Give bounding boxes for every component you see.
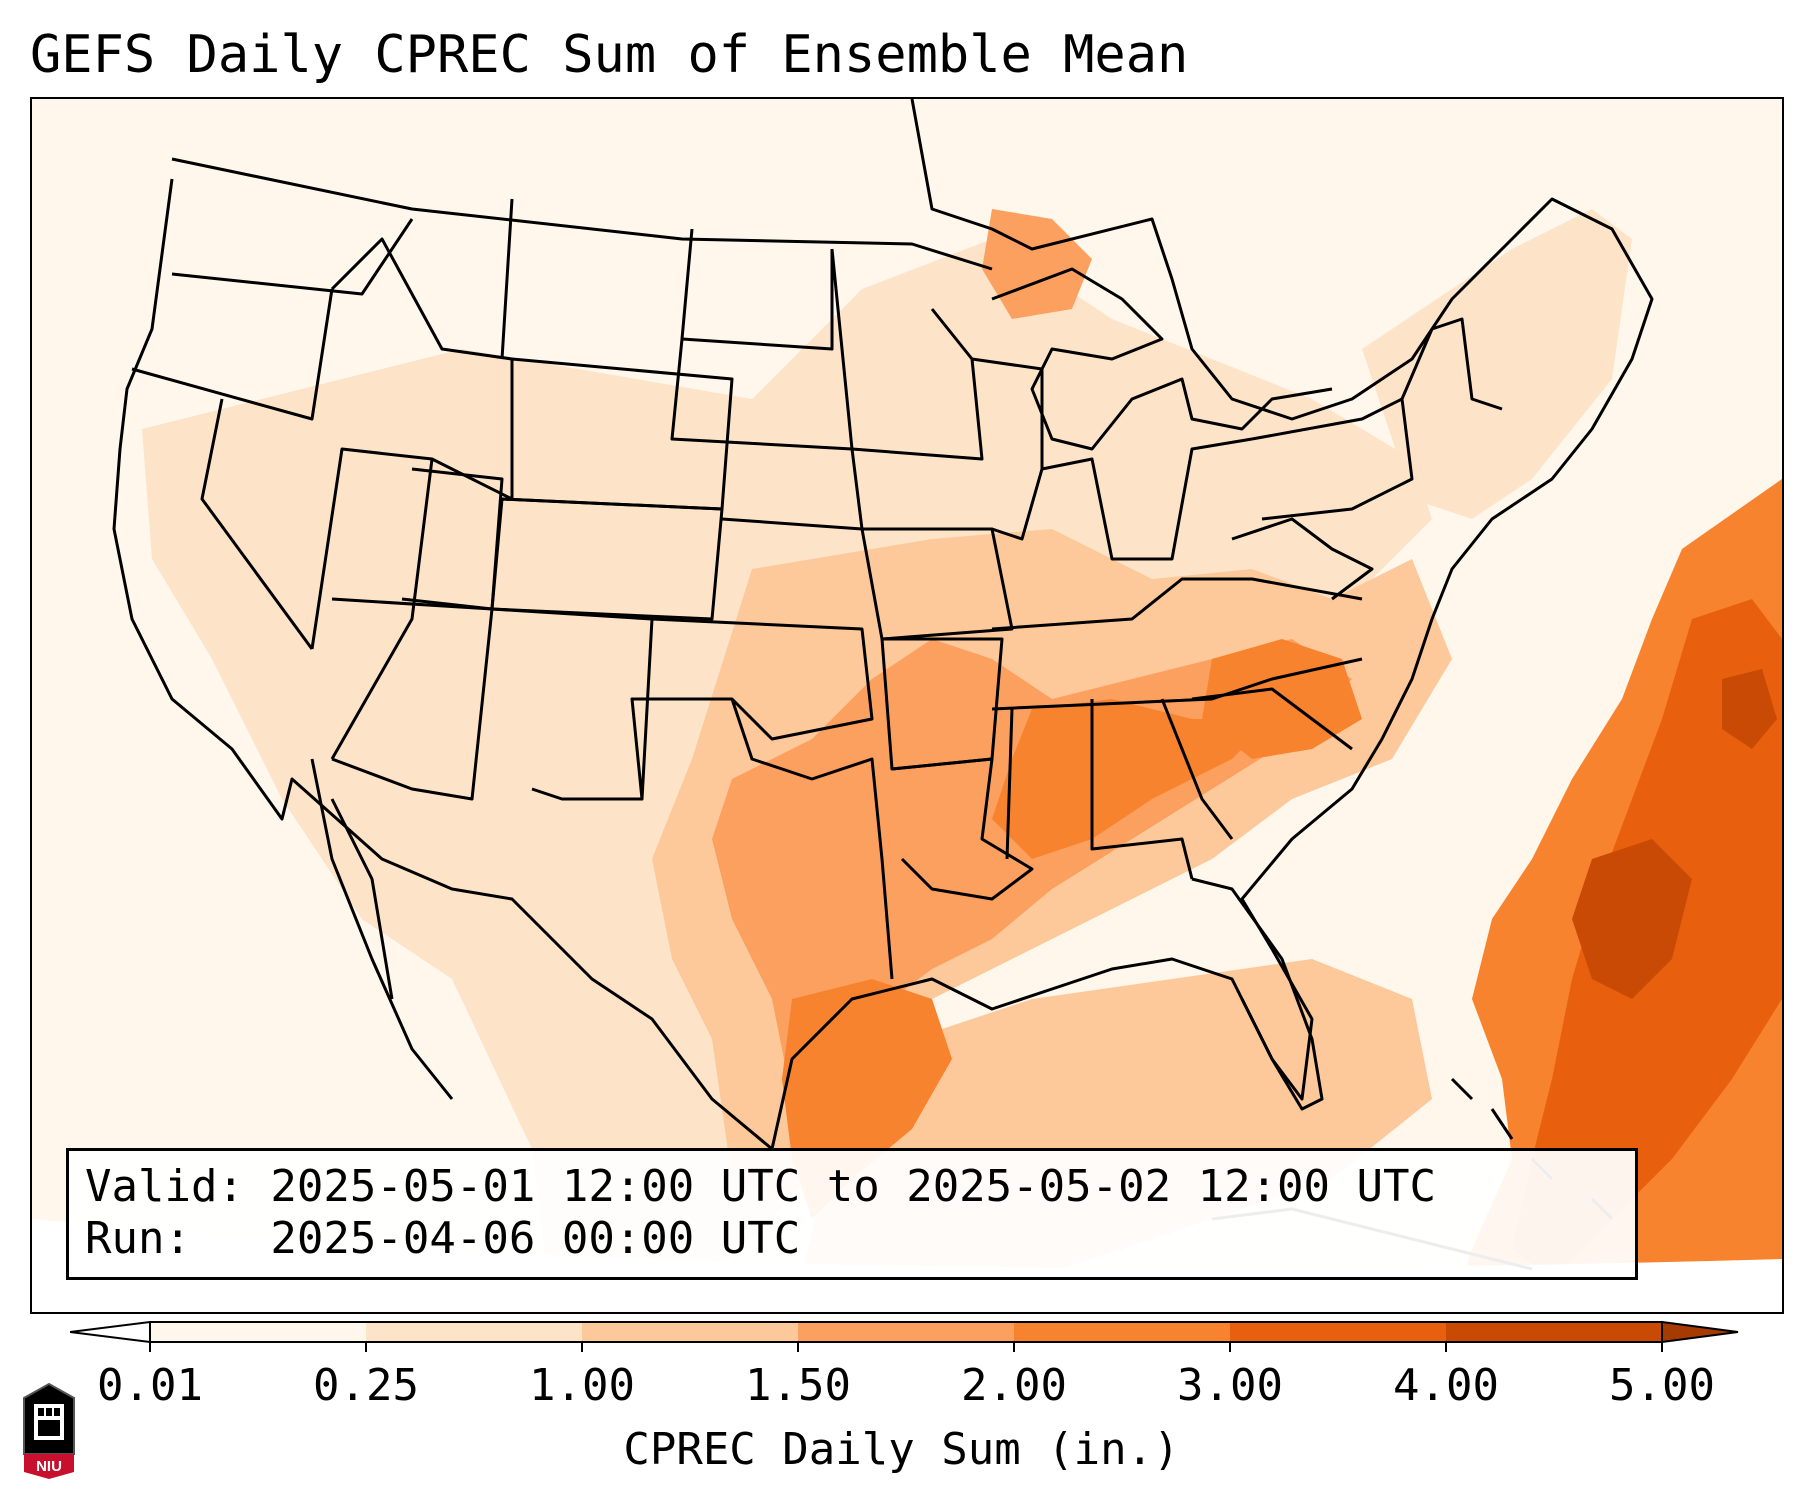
colorbar-segment-1 <box>366 1322 582 1342</box>
border-or-ca <box>131 288 334 421</box>
colorbar-segment-3 <box>798 1322 1014 1342</box>
colorbar-segment-5 <box>1230 1322 1446 1342</box>
niu-logo: NIU <box>23 1382 75 1479</box>
border-tx <box>630 697 894 980</box>
bahamas <box>1450 1077 1614 1221</box>
border-in-oh <box>1041 437 1253 561</box>
map-panel <box>30 97 1784 1314</box>
mexico-coast <box>310 758 454 1100</box>
border-mn-ia <box>830 248 984 461</box>
border-tn-ms-al <box>991 657 1363 711</box>
colorbar-ticks <box>149 1342 1663 1352</box>
colorbar-outline <box>149 1321 1663 1343</box>
precip-low-northeast <box>1362 209 1632 519</box>
precip-heaviest-ocean-2 <box>1722 669 1777 749</box>
colorbar <box>70 1320 1739 1352</box>
chart-title: GEFS Daily CPREC Sum of Ensemble Mean <box>30 25 1189 85</box>
colorbar-segment-4 <box>1014 1322 1230 1342</box>
outside-domain <box>32 1219 1782 1312</box>
border-new-england <box>1400 317 1503 411</box>
precip-map <box>32 99 1782 1312</box>
border-id-mt <box>330 237 514 501</box>
precip-shading <box>142 209 1782 1312</box>
border-wa-or <box>171 218 414 296</box>
valid-run-info-box: Valid: 2025-05-01 12:00 UTC to 2025-05-0… <box>66 1148 1638 1280</box>
great-lakes <box>991 267 1333 451</box>
tick-label-3: 1.50 <box>745 1360 851 1411</box>
colorbar-segments <box>70 1320 1739 1344</box>
tick-label-0: 0.01 <box>97 1360 203 1411</box>
florida <box>1191 877 1324 1111</box>
colorbar-segment-0 <box>150 1322 366 1342</box>
colorbar-extend-high <box>1661 1320 1739 1344</box>
valid-time-text: Valid: 2025-05-01 12:00 UTC to 2025-05-0… <box>85 1161 1437 1212</box>
border-az-nm <box>331 597 494 801</box>
border-va-wv <box>1231 517 1374 601</box>
svg-text:NIU: NIU <box>36 1458 62 1475</box>
tick-label-2: 1.00 <box>529 1360 635 1411</box>
northern-border <box>171 157 993 271</box>
colorbar-extend-low <box>70 1320 151 1344</box>
tick-label-1: 0.25 <box>313 1360 419 1411</box>
tick-label-5: 3.00 <box>1177 1360 1283 1411</box>
border-mt-nd <box>500 198 514 360</box>
tick-label-6: 4.00 <box>1393 1360 1499 1411</box>
border-ks-ok <box>651 617 874 741</box>
border-nd-sd <box>680 228 834 351</box>
border-pa-ny <box>1251 397 1414 521</box>
tick-label-7: 5.00 <box>1609 1360 1715 1411</box>
border-ca-nv <box>200 398 314 650</box>
boundaries <box>112 99 1654 1271</box>
border-ga-sc-nc <box>1191 687 1353 751</box>
border-ut <box>401 467 504 611</box>
colorbar-segment-6 <box>1446 1322 1662 1342</box>
border-la <box>891 757 1034 901</box>
colorbar-segment-2 <box>582 1322 798 1342</box>
border-ms-al-ga <box>1005 698 1234 880</box>
run-time-text: Run: 2025-04-06 00:00 UTC <box>85 1213 801 1264</box>
tick-label-4: 2.00 <box>961 1360 1067 1411</box>
colorbar-label: CPREC Daily Sum (in.) <box>623 1424 1180 1475</box>
precip-heaviest-ocean <box>1572 839 1692 999</box>
precip-strong-valley <box>992 699 1292 859</box>
border-ky-tn <box>991 577 1363 631</box>
